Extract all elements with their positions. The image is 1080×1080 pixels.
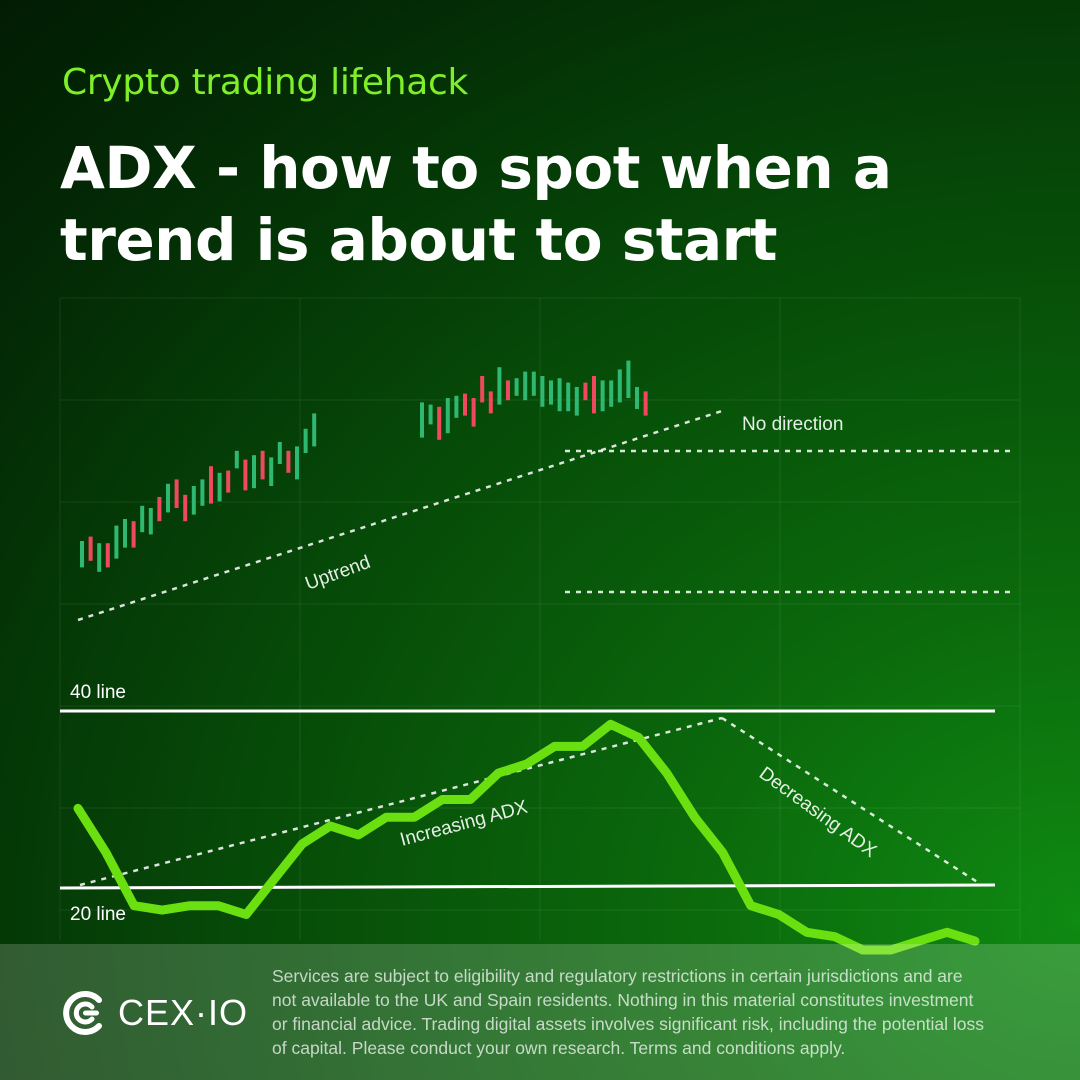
candle	[488, 391, 493, 414]
candle	[566, 382, 571, 412]
increasing-adx-trend	[79, 716, 723, 887]
candle	[217, 472, 222, 502]
guide-lines	[59, 408, 1015, 890]
title-line-2: trend is about to start	[60, 206, 777, 274]
candle	[592, 376, 596, 414]
candle	[148, 508, 153, 535]
disclaimer-line: Services are subject to eligibility and …	[272, 966, 963, 986]
candle	[157, 497, 162, 522]
candle	[420, 402, 424, 438]
footer: CEX·IO Services are subject to eligibili…	[0, 944, 1080, 1080]
candle	[88, 536, 93, 561]
page-title: ADX - how to spot when a trend is about …	[60, 132, 960, 276]
candle	[286, 450, 291, 473]
line-20-label: 20 line	[70, 904, 126, 925]
candle	[549, 380, 553, 405]
title-line-1: ADX - how to spot when a	[60, 134, 892, 202]
candle	[209, 466, 213, 504]
cex-logo-icon	[63, 991, 102, 1035]
candle	[80, 541, 84, 568]
disclaimer-line: of capital. Please conduct your own rese…	[272, 1038, 846, 1058]
candle	[243, 459, 248, 491]
candle	[123, 519, 127, 548]
brand-name: CEX·IO	[118, 992, 249, 1033]
candle	[166, 483, 170, 513]
candle	[191, 486, 196, 515]
uptrend-label: Uptrend	[303, 552, 374, 595]
candle	[252, 455, 256, 489]
candle	[260, 450, 265, 480]
disclaimer-line: not available to the UK and Spain reside…	[272, 990, 974, 1010]
no-direction-label: No direction	[742, 414, 843, 435]
candle	[583, 382, 588, 401]
candle	[105, 543, 110, 568]
candle	[131, 521, 136, 548]
candle	[514, 378, 519, 396]
candle	[635, 387, 639, 409]
candle	[506, 380, 510, 401]
candle	[234, 450, 239, 469]
candle	[454, 395, 459, 418]
candle	[183, 494, 188, 522]
candle	[428, 404, 433, 425]
candle	[480, 376, 485, 403]
disclaimer: Services are subject to eligibility and …	[272, 964, 1052, 1060]
candle	[114, 525, 119, 559]
candle	[174, 479, 179, 508]
candle	[523, 371, 528, 401]
candle	[445, 398, 450, 434]
candle	[97, 543, 102, 572]
candle	[303, 428, 308, 453]
candle	[463, 393, 467, 416]
chart-grid	[59, 297, 1021, 940]
candle	[200, 479, 205, 506]
candle	[277, 442, 282, 464]
candle	[531, 371, 536, 396]
decreasing-adx-label: Decreasing ADX	[755, 763, 880, 862]
candle	[609, 380, 614, 407]
candle	[497, 367, 502, 405]
candle	[626, 360, 631, 398]
decreasing-adx-trend	[721, 716, 983, 887]
candle	[295, 446, 299, 480]
uptrend-line	[77, 408, 726, 622]
candle	[471, 398, 476, 427]
brand-logo[interactable]: CEX·IO	[58, 988, 248, 1038]
candle	[574, 387, 579, 416]
increasing-adx-label: Increasing ADX	[398, 797, 530, 851]
candle	[226, 470, 231, 493]
candles-group	[80, 360, 648, 572]
line-20	[59, 883, 996, 890]
candle	[600, 380, 605, 412]
candle	[269, 457, 274, 486]
candle	[437, 406, 442, 440]
candle	[643, 391, 648, 416]
line-40-label: 40 line	[70, 682, 126, 703]
candle	[540, 376, 545, 407]
candle	[312, 413, 317, 447]
disclaimer-line: or financial advice. Trading digital ass…	[272, 1014, 985, 1034]
candle	[617, 369, 622, 403]
kicker-text: Crypto trading lifehack	[62, 62, 469, 103]
candle	[557, 378, 562, 412]
candle	[140, 505, 145, 533]
adx-line	[73, 719, 980, 955]
